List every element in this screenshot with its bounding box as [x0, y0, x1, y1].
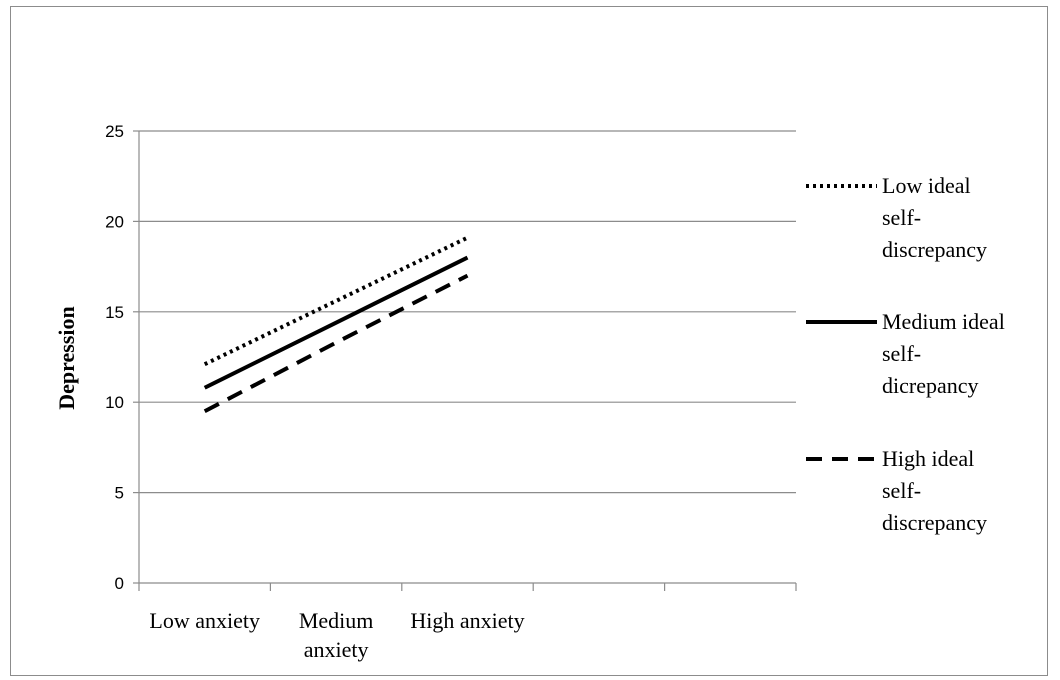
y-tick-label: 5 [115, 484, 124, 503]
x-tick-labels: Low anxiety Medium anxiety High anxiety [149, 608, 524, 662]
series-line-1 [203, 235, 469, 367]
y-tick-label: 0 [115, 574, 124, 593]
legend-label: High ideal self-discrepancy [882, 446, 987, 535]
gridlines [139, 130, 796, 494]
legend-item-2: Medium ideal self-dicrepancy [806, 309, 1005, 398]
chart-frame [10, 6, 1048, 676]
y-tick-label: 25 [105, 122, 124, 141]
series-line-2 [203, 255, 469, 390]
x-tick-label: Low anxiety [149, 608, 260, 633]
x-tick-label: High anxiety [410, 608, 524, 633]
legend-item-1: Low ideal self-discrepancy [806, 173, 987, 262]
series-lines [203, 235, 469, 414]
legend: Low ideal self-discrepancy Medium ideal sel… [806, 173, 1005, 535]
y-axis-label: Depression [54, 306, 79, 410]
legend-label: Low ideal self-discrepancy [882, 173, 987, 262]
y-tick-label: 10 [105, 393, 124, 412]
axes [133, 130, 797, 591]
legend-item-3: High ideal self-discrepancy [806, 446, 987, 535]
x-tick-label: Medium anxiety [299, 608, 374, 662]
y-tick-labels: 0 5 10 15 20 25 [105, 122, 124, 593]
y-tick-label: 20 [105, 212, 124, 231]
series-line-3 [203, 273, 469, 414]
legend-label: Medium ideal self-dicrepancy [882, 309, 1005, 398]
y-tick-label: 15 [105, 303, 124, 322]
